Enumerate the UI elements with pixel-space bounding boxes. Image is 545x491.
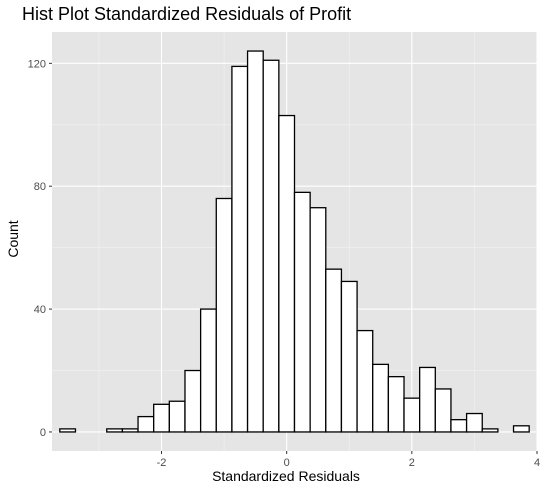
histogram-bar bbox=[404, 398, 420, 432]
histogram-bar bbox=[107, 429, 123, 432]
histogram-bar bbox=[185, 371, 201, 432]
histogram-bar bbox=[295, 192, 311, 432]
y-tick-label: 0 bbox=[40, 427, 46, 439]
histogram-bar bbox=[248, 51, 264, 432]
histogram-bar bbox=[435, 389, 451, 432]
x-tick-label: -2 bbox=[157, 457, 167, 469]
histogram-bar bbox=[122, 429, 138, 432]
y-axis-title: Count bbox=[5, 220, 21, 257]
histogram-bar bbox=[341, 281, 357, 432]
histogram-bar bbox=[138, 417, 154, 432]
histogram-bar bbox=[263, 60, 279, 432]
histogram-bar bbox=[60, 429, 76, 432]
histogram-bar bbox=[310, 208, 326, 432]
histogram-bar bbox=[420, 367, 436, 432]
histogram-bar bbox=[373, 364, 389, 432]
chart-title: Hist Plot Standardized Residuals of Prof… bbox=[22, 4, 351, 24]
y-tick-label: 120 bbox=[28, 58, 46, 70]
histogram-bar bbox=[216, 198, 232, 431]
y-tick-label: 40 bbox=[34, 304, 46, 316]
histogram-bar bbox=[279, 116, 295, 432]
x-axis-title: Standardized Residuals bbox=[212, 468, 360, 484]
histogram-bar bbox=[482, 429, 498, 432]
histogram-bar bbox=[169, 401, 185, 432]
histogram-bar bbox=[326, 269, 342, 432]
histogram-bar bbox=[232, 66, 248, 432]
x-tick-label: 4 bbox=[534, 457, 540, 469]
histogram-bar bbox=[514, 426, 530, 432]
x-tick-label: 2 bbox=[409, 457, 415, 469]
y-axis-ticks: 0 40 80 120 bbox=[28, 58, 52, 439]
histogram-bar bbox=[201, 309, 217, 432]
histogram-bar bbox=[388, 377, 404, 432]
histogram-bar bbox=[357, 331, 373, 432]
histogram-bar bbox=[467, 414, 483, 432]
y-tick-label: 80 bbox=[34, 181, 46, 193]
histogram-bar bbox=[451, 420, 467, 432]
histogram-bar bbox=[154, 404, 170, 432]
x-axis-ticks: -2 0 2 4 bbox=[157, 451, 540, 469]
